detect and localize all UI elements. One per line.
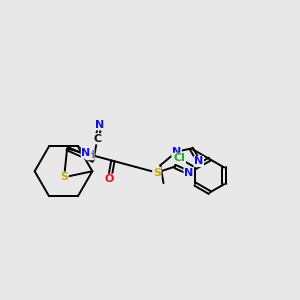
Text: N: N	[184, 168, 194, 178]
Text: H: H	[86, 150, 94, 160]
Text: O: O	[105, 174, 114, 184]
Text: N: N	[172, 147, 181, 157]
Text: S: S	[60, 172, 68, 182]
Text: N: N	[81, 148, 91, 158]
Text: N: N	[95, 120, 104, 130]
Text: N: N	[194, 157, 203, 166]
Text: Cl: Cl	[173, 153, 185, 164]
Text: S: S	[153, 168, 161, 178]
Text: C: C	[93, 134, 101, 144]
